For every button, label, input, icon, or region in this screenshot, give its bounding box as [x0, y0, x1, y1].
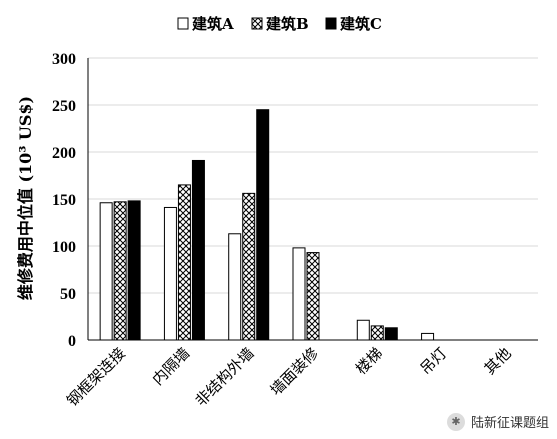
watermark-text: 陆新征课题组 [470, 416, 549, 431]
wechat-icon: ✱ [446, 412, 465, 431]
bar-建筑C-楼梯 [384, 327, 398, 341]
legend: 建筑A 建筑B 建筑C [177, 15, 382, 33]
legend-swatch [177, 17, 189, 30]
y-tick-label: 200 [52, 145, 76, 162]
legend-label: 建筑C [340, 15, 382, 33]
axes [87, 58, 538, 341]
bars [99, 109, 435, 341]
gridlines [88, 57, 538, 294]
x-tick-label: 其他 [481, 344, 515, 378]
legend-swatch [251, 17, 263, 30]
y-tick-label: 50 [60, 286, 76, 303]
bar-建筑A-钢框架连接 [99, 202, 113, 341]
bar-建筑B-墙面装修 [306, 252, 320, 341]
x-tick-label: 吊灯 [416, 344, 450, 378]
bar-建筑B-非结构外墙 [242, 192, 256, 341]
bar-建筑B-内隔墙 [177, 184, 191, 341]
legend-label: 建筑A [192, 15, 234, 33]
legend-swatch [325, 17, 337, 30]
bar-建筑C-非结构外墙 [256, 109, 270, 341]
x-tick-label: 非结构外墙 [192, 344, 258, 410]
y-tick-label: 300 [52, 51, 76, 68]
legend-label: 建筑B [266, 15, 309, 33]
y-tick-label: 150 [52, 192, 76, 209]
x-tick-label: 墙面装修 [267, 344, 322, 399]
x-tick-label: 内隔墙 [149, 344, 194, 389]
x-tick-label: 楼梯 [352, 344, 386, 378]
watermark: ✱ 陆新征课题组 [446, 412, 549, 431]
bar-建筑A-楼梯 [356, 319, 370, 341]
bar-建筑B-楼梯 [370, 325, 384, 341]
bar-建筑C-钢框架连接 [127, 200, 141, 341]
bar-建筑A-内隔墙 [163, 206, 177, 341]
bar-建筑A-墙面装修 [292, 247, 306, 341]
bar-建筑A-吊灯 [421, 332, 435, 341]
y-tick-label: 0 [68, 333, 76, 350]
y-axis-label: 维修费用中位值 (10³ US$) [16, 96, 35, 300]
bar-建筑C-内隔墙 [191, 159, 205, 341]
bar-建筑A-非结构外墙 [228, 233, 242, 341]
x-tick-label: 钢框架连接 [63, 344, 129, 410]
bar-建筑B-钢框架连接 [113, 201, 127, 341]
y-tick-label: 250 [52, 98, 76, 115]
y-tick-label: 100 [52, 239, 76, 256]
